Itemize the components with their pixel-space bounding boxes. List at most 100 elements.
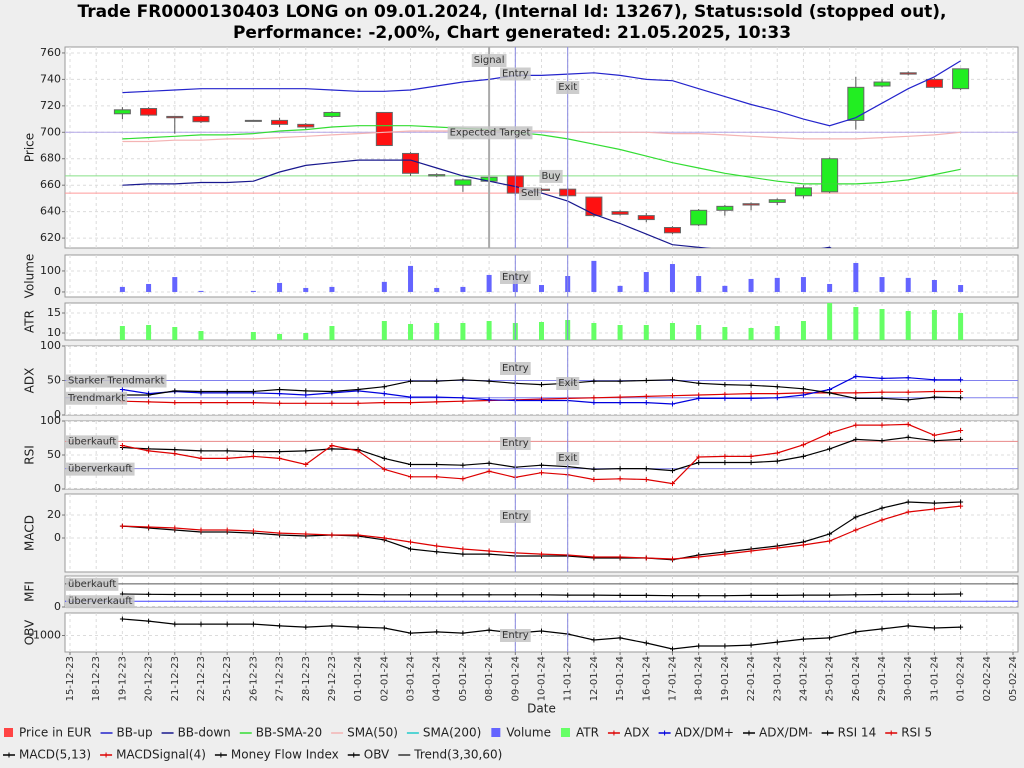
x-tick-label: 24-01-24 [798,656,809,701]
x-tick-label: 02-01-24 [379,656,390,701]
legend-label: BB-up [117,726,153,740]
x-tick-label: 18-01-24 [694,656,705,701]
bar [303,287,309,292]
bar [381,321,387,340]
y-tick-label: 660 [40,178,61,191]
legend-symbol [103,752,109,758]
bar [486,274,492,292]
panel: Price 620 640 660 680 700 720 740 760 Signal Entry… [23,46,1019,249]
candle-body [768,199,786,203]
bar [853,262,859,292]
x-tick-label: 28-12-23 [301,656,312,701]
label-box [500,362,531,375]
bar [800,321,806,340]
y-tick-label: 760 [40,46,61,59]
label-box [447,126,533,140]
annotation: überverkauft [68,464,133,475]
x-tick-label: 15-01-24 [615,656,626,701]
bar [669,264,675,292]
panel: OBV-1000 Entry 15-12-23 18-12-23 19-12-23 20-… [23,612,1019,716]
label-box [66,595,135,609]
y-tick-label: 0 [54,482,61,495]
bar [643,272,649,292]
plot-content [65,303,1018,340]
bar [486,321,492,340]
candle-body [611,211,629,215]
bar [696,276,702,292]
bar [303,333,309,340]
legend-label: BB-down [178,726,231,740]
bar [250,332,256,340]
label-box [66,462,135,476]
x-tick-label: 12-01-24 [589,656,600,701]
bar [539,285,544,292]
legend-symbol [6,752,12,758]
y-axis-label: OBV [23,619,37,645]
bar [827,283,833,292]
panel: RSI 0 50 100 Entry Exit überkauft überverkauft [23,414,1019,495]
y-axis-label: MFI [23,581,37,602]
plot-content [65,576,1018,607]
x-tick-label: 02-02-24 [982,656,993,701]
bar [591,323,597,340]
label-box [556,81,580,94]
legend-label: ADX/DM+ [675,726,734,740]
candle-body [428,174,446,177]
candle-body [113,109,131,115]
annotation: Entry [502,511,529,522]
annotation: Exit [558,453,577,464]
bar [879,277,885,292]
x-tick-label: 04-01-24 [432,656,443,701]
legend-label: Trend(3,30,60) [413,748,502,762]
y-tick-label: 50 [47,374,61,387]
x-tick-label: 03-01-24 [406,656,417,701]
label-box [500,271,531,284]
legend-symbol [4,728,13,737]
y-tick-label: 10 [47,326,61,339]
bar [748,328,754,340]
label-box [518,187,542,201]
bar [460,323,466,340]
label-box [66,577,119,591]
legend-label: RSI 14 [838,726,877,740]
x-tick-label: 09-01-24 [510,656,521,701]
bar [434,287,440,292]
bar [958,313,964,340]
line-series [119,616,964,652]
legend-label: SMA(200) [423,726,481,740]
x-tick-label: 25-01-24 [825,656,836,701]
panel: MFI 0 überkauft überverkauft [23,575,1019,613]
y-tick-label: 640 [40,205,61,218]
annotation: Exit [558,82,577,93]
x-tick-label: 29-01-24 [877,656,888,701]
legend-label: OBV [364,748,390,762]
y-tick-label: -1000 [29,629,61,642]
annotation: Entry [502,438,529,449]
candle-body [192,115,210,123]
bar [827,303,833,340]
candle-body [847,86,865,121]
legend-symbol [825,730,831,736]
label-box [500,629,531,642]
y-tick-label: 100 [40,264,61,277]
bar [408,324,414,340]
label-box [500,510,531,523]
candle-body [690,209,708,226]
x-tick-label: 23-01-24 [772,656,783,701]
panel: ADX 0 50 100 Entry Exit Starker Trendmarkt Tren… [23,339,1019,421]
x-tick-label: 05-02-24 [1008,656,1019,701]
y-tick-label: 50 [47,448,61,461]
label-box [471,54,507,67]
bar [329,286,335,292]
bar [277,334,283,340]
bar [617,325,623,340]
label-box [500,437,531,450]
plot-content [65,421,1018,489]
bar [722,285,728,292]
candle-body [663,227,681,234]
candle-body [925,78,943,88]
x-tick-label: 26-01-24 [851,656,862,701]
bar [696,325,702,340]
bar [172,327,178,340]
legend-symbol [560,728,570,737]
